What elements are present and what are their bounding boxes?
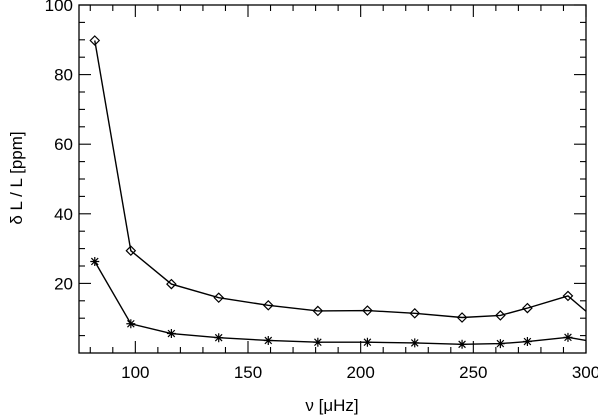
diamond-marker [456,312,468,323]
x-tick-label: 150 [234,363,262,382]
asterisk-marker [166,329,176,339]
plot-area: 100 150 200 250 300 20 40 60 80 100 [45,0,598,382]
asterisk-marker [522,337,532,347]
y-axis-label: δ L / L [ppm] [7,131,26,224]
asterisk-marker [563,332,573,342]
x-axis-label: ν [μHz] [305,396,358,415]
x-tick-label: 250 [459,363,487,382]
diamond-marker [89,35,101,46]
diamond-marker [495,310,506,321]
diamond-marker [562,290,574,302]
x-tick-label: 300 [572,363,598,382]
asterisk-marker [495,339,505,349]
asterisk-marker [410,338,420,348]
y-tick-label: 60 [54,135,73,154]
y-tick-label: 20 [54,274,73,293]
y-tick-label: 80 [54,66,73,85]
asterisk-marker [457,339,467,349]
x-tick-label: 200 [346,363,374,382]
asterisk-marker [263,335,273,345]
diamond-marker [409,307,421,319]
asterisk-marker [214,333,224,343]
series-2-line [94,261,586,346]
diamond-marker [362,305,373,316]
asterisk-marker [90,256,100,266]
diamond-marker [166,278,177,290]
series-1-line [94,40,586,319]
y-tick-label: 40 [54,205,73,224]
series-group [89,35,586,349]
asterisk-marker [126,319,136,329]
plot-frame [78,4,587,354]
diamond-marker [213,292,225,304]
diamond-marker [125,245,137,257]
asterisk-marker [362,337,372,347]
diamond-marker [522,302,533,314]
x-tick-label: 100 [121,363,149,382]
diamond-marker [312,305,324,317]
asterisk-marker [313,337,323,347]
y-tick-label: 100 [45,0,73,15]
diamond-marker [262,299,274,311]
